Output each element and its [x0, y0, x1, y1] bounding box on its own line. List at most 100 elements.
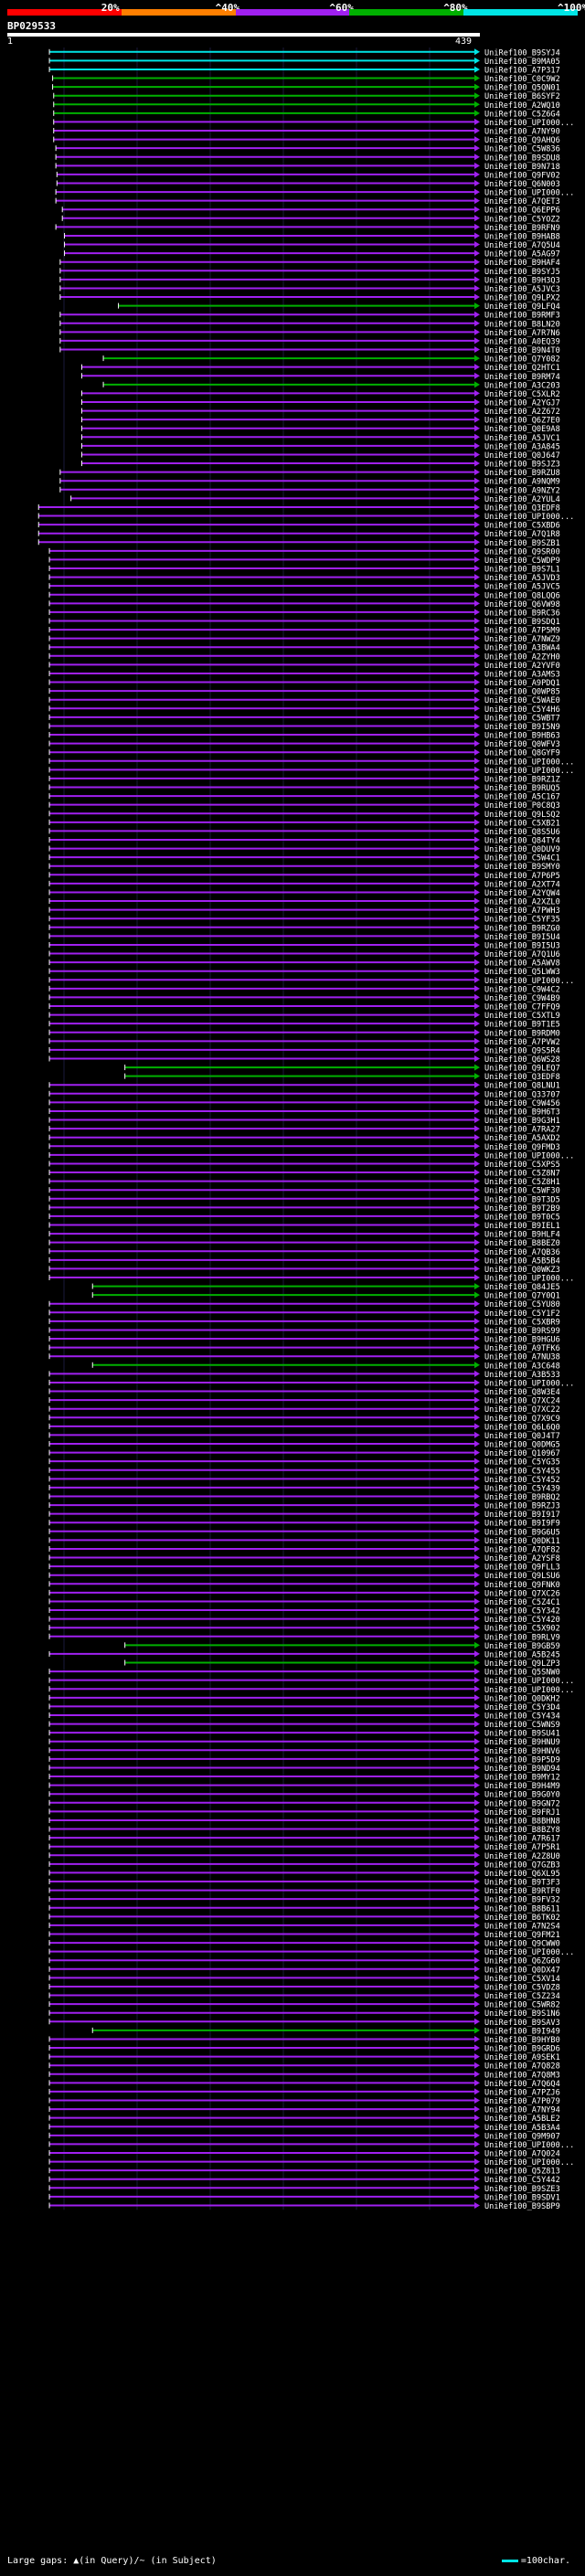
hit-label[interactable]: UniRef100_Q7GZB3 [484, 1860, 560, 1870]
hit-row[interactable]: UniRef100_Q0WFV3 [48, 740, 560, 749]
hit-label[interactable]: UniRef100_B9RDM0 [484, 1029, 560, 1038]
hit-row[interactable]: UniRef100_B9RFN9 [55, 223, 560, 233]
hit-label[interactable]: UniRef100_A9NQM9 [484, 478, 560, 487]
hit-label[interactable]: UniRef100_Q33707 [484, 1090, 560, 1099]
hit-label[interactable]: UniRef100_UPI000... [484, 1686, 574, 1695]
hit-label[interactable]: UniRef100_B9MA05 [484, 58, 560, 67]
hit-label[interactable]: UniRef100_C5Z234 [484, 1992, 560, 2001]
hit-label[interactable]: UniRef100_C5Y452 [484, 1476, 560, 1485]
hit-label[interactable]: UniRef100_A5AWV8 [484, 959, 560, 969]
hit-row[interactable]: UniRef100_Q5QN01 [52, 83, 560, 93]
hit-row[interactable]: UniRef100_Q6VW98 [48, 599, 560, 610]
hit-label[interactable]: UniRef100_B9I5N9 [484, 723, 560, 732]
hit-label[interactable]: UniRef100_Q7X9C9 [484, 1415, 560, 1424]
hit-row[interactable]: UniRef100_UPI000... [48, 1677, 574, 1686]
hit-row[interactable]: UniRef100_B9HAB8 [64, 232, 560, 241]
hit-row[interactable]: UniRef100_B9N4T0 [59, 346, 560, 355]
hit-row[interactable]: UniRef100_A9NQM9 [59, 477, 560, 487]
hit-label[interactable]: UniRef100_UPI000... [484, 1274, 574, 1283]
hit-row[interactable]: UniRef100_B9SYJ4 [48, 48, 560, 58]
hit-label[interactable]: UniRef100_B9RS99 [484, 1327, 560, 1336]
hit-row[interactable]: UniRef100_C9W456 [48, 1098, 560, 1108]
hit-label[interactable]: UniRef100_B9HAF4 [484, 259, 560, 268]
hit-label[interactable]: UniRef100_C5Y1F2 [484, 1309, 560, 1319]
hit-row[interactable]: UniRef100_A3A845 [80, 442, 560, 451]
hit-label[interactable]: UniRef100_B9RZJ3 [484, 1502, 560, 1511]
hit-label[interactable]: UniRef100_B9RC36 [484, 609, 560, 618]
hit-row[interactable]: UniRef100_A7QET3 [55, 197, 560, 207]
hit-row[interactable]: UniRef100_A2WQ10 [53, 101, 560, 111]
hit-row[interactable]: UniRef100_A3C203 [102, 381, 560, 390]
hit-label[interactable]: UniRef100_B9H4M9 [484, 1782, 560, 1791]
hit-label[interactable]: UniRef100_A5AXD2 [484, 1134, 560, 1143]
hit-label[interactable]: UniRef100_C5XB21 [484, 819, 560, 828]
hit-row[interactable]: UniRef100_Q7GZB3 [48, 1860, 560, 1870]
hit-row[interactable]: UniRef100_A2ZYH0 [48, 652, 560, 662]
hit-label[interactable]: UniRef100_Q0WFV3 [484, 740, 560, 749]
hit-row[interactable]: UniRef100_C5XV14 [48, 1974, 560, 1984]
hit-row[interactable]: UniRef100_B9G6U5 [48, 1528, 560, 1537]
hit-row[interactable]: UniRef100_C5WBT7 [48, 714, 560, 723]
hit-label[interactable]: UniRef100_C5Y3D4 [484, 1703, 560, 1712]
hit-row[interactable]: UniRef100_UPI000... [48, 1274, 574, 1283]
hit-row[interactable]: UniRef100_C5Y439 [48, 1484, 560, 1493]
hit-label[interactable]: UniRef100_A7N2S4 [484, 1922, 560, 1931]
hit-row[interactable]: UniRef100_A5C167 [48, 792, 560, 802]
hit-row[interactable]: UniRef100_B9RZG0 [48, 924, 560, 933]
hit-label[interactable]: UniRef100_Q9LPX2 [484, 294, 560, 303]
hit-label[interactable]: UniRef100_Q5LWW3 [484, 968, 560, 977]
hit-row[interactable]: UniRef100_UPI000... [48, 1379, 574, 1388]
hit-row[interactable]: UniRef100_A7Q024 [48, 2149, 560, 2158]
hit-row[interactable]: UniRef100_A9NZY2 [59, 486, 560, 495]
hit-label[interactable]: UniRef100_B9G6U5 [484, 1528, 560, 1537]
hit-row[interactable]: UniRef100_A3BWA4 [48, 643, 560, 653]
hit-label[interactable]: UniRef100_A7R617 [484, 1835, 560, 1844]
hit-row[interactable]: UniRef100_B9I5N9 [48, 722, 560, 732]
hit-label[interactable]: UniRef100_A7PZJ6 [484, 2088, 560, 2097]
hit-label[interactable]: UniRef100_B8B611 [484, 1904, 560, 1913]
hit-row[interactable]: UniRef100_B9H4M9 [48, 1782, 560, 1791]
hit-row[interactable]: UniRef100_Q9FV02 [56, 171, 560, 180]
hit-row[interactable]: UniRef100_B9I5U3 [48, 941, 560, 950]
hit-label[interactable]: UniRef100_A5JVC1 [484, 434, 560, 443]
hit-row[interactable]: UniRef100_B9I5U4 [48, 932, 560, 942]
hit-row[interactable]: UniRef100_B9HNU9 [48, 1738, 560, 1747]
hit-row[interactable]: UniRef100_A7PZJ6 [48, 2088, 560, 2097]
hit-label[interactable]: UniRef100_B8BZY8 [484, 1826, 560, 1835]
hit-label[interactable]: UniRef100_B9RZ1Z [484, 775, 560, 784]
hit-row[interactable]: UniRef100_C9W4C2 [48, 985, 560, 994]
hit-row[interactable]: UniRef100_B9SDV1 [48, 2193, 560, 2202]
hit-label[interactable]: UniRef100_A9SEK1 [484, 2053, 560, 2062]
hit-label[interactable]: UniRef100_A5B5B4 [484, 1256, 560, 1266]
hit-row[interactable]: UniRef100_UPI000... [48, 2158, 574, 2168]
hit-row[interactable]: UniRef100_C5YOZ2 [61, 215, 560, 224]
hit-label[interactable]: UniRef100_Q9LZP3 [484, 1659, 560, 1669]
hit-row[interactable]: UniRef100_A3B533 [48, 1370, 560, 1380]
hit-label[interactable]: UniRef100_Q3EDF8 [484, 504, 560, 513]
hit-label[interactable]: UniRef100_B9T0C5 [484, 1213, 560, 1222]
hit-row[interactable]: UniRef100_Q6XL95 [48, 1870, 560, 1879]
hit-row[interactable]: UniRef100_A9TFK6 [48, 1344, 560, 1353]
hit-row[interactable]: UniRef100_A7NY90 [53, 127, 560, 137]
hit-label[interactable]: UniRef100_B9T3F3 [484, 1879, 560, 1888]
hit-label[interactable]: UniRef100_B6TK02 [484, 1913, 560, 1923]
hit-row[interactable]: UniRef100_Q6Z7E0 [80, 416, 560, 426]
hit-label[interactable]: UniRef100_Q2HTC1 [484, 364, 560, 373]
hit-label[interactable]: UniRef100_B9RTF0 [484, 1887, 560, 1896]
hit-label[interactable]: UniRef100_A2XZL0 [484, 898, 560, 907]
hit-label[interactable]: UniRef100_B9G0Y0 [484, 1791, 560, 1800]
hit-label[interactable]: UniRef100_Q6XL95 [484, 1870, 560, 1879]
hit-row[interactable]: UniRef100_C5XBD6 [37, 521, 560, 531]
hit-row[interactable]: UniRef100_B9HYB0 [48, 2035, 560, 2045]
hit-row[interactable]: UniRef100_B9GB59 [124, 1641, 560, 1651]
hit-row[interactable]: UniRef100_B9P5D9 [48, 1755, 560, 1765]
hit-row[interactable]: UniRef100_A2YVF0 [48, 661, 560, 671]
hit-label[interactable]: UniRef100_A5JVD3 [484, 574, 560, 583]
hit-label[interactable]: UniRef100_B9P5D9 [484, 1755, 560, 1765]
hit-row[interactable]: UniRef100_B9SYJ5 [59, 267, 560, 277]
hit-label[interactable]: UniRef100_A7RA27 [484, 1126, 560, 1135]
hit-label[interactable]: UniRef100_A2YVF0 [484, 662, 560, 671]
hit-label[interactable]: UniRef100_A9PDQ1 [484, 679, 560, 688]
hit-row[interactable]: UniRef100_B9RLV9 [48, 1633, 560, 1642]
hit-row[interactable]: UniRef100_B6SYF2 [53, 92, 560, 101]
